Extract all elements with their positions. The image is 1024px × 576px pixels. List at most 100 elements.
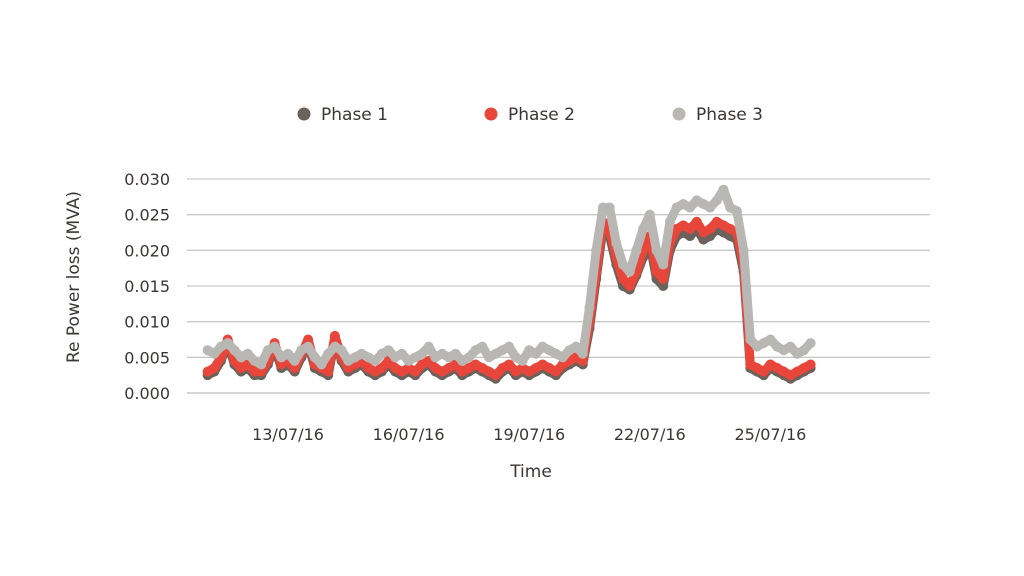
phase-3-point xyxy=(256,359,267,370)
phase-3-series xyxy=(202,184,816,370)
phase-3-point xyxy=(269,341,280,352)
phase-3-point xyxy=(604,202,615,213)
legend-label: Phase 1 xyxy=(321,105,388,125)
x-tick-label: 13/07/16 xyxy=(252,425,324,444)
phase-3-point xyxy=(745,334,756,345)
phase-1-point xyxy=(685,231,695,242)
phase-2-point xyxy=(618,273,628,284)
phase-3-point xyxy=(222,338,233,349)
phase-3-point xyxy=(517,355,528,366)
legend: Phase 1 Phase 2 Phase 3 xyxy=(297,105,763,125)
phase-3-point xyxy=(289,355,300,366)
phase-3-point xyxy=(423,341,434,352)
phase-3-point xyxy=(618,259,628,270)
phase-3-point xyxy=(477,341,488,352)
phase-3-point xyxy=(309,352,320,363)
y-tick-label: 0.015 xyxy=(124,277,170,296)
y-tick-label: 0.020 xyxy=(124,241,170,260)
phase-3-point xyxy=(658,259,669,270)
y-tick-label: 0.005 xyxy=(124,348,170,367)
phase-3-point xyxy=(591,245,602,256)
phase-3-point xyxy=(417,348,427,359)
phase-2-point xyxy=(691,216,702,227)
phase-2-point xyxy=(658,273,669,284)
phase-3-point xyxy=(530,348,541,359)
y-tick-label: 0.030 xyxy=(124,170,170,189)
phase-3-point xyxy=(718,184,729,195)
y-axis-title: Re Power loss (MVA) xyxy=(64,191,84,363)
phase-3-point xyxy=(336,345,347,356)
phase-3-point xyxy=(383,345,394,356)
phase-3-point xyxy=(209,348,220,359)
phase-2-point xyxy=(490,370,501,381)
x-tick-label: 25/07/16 xyxy=(734,425,806,444)
phase-3-point xyxy=(685,202,695,213)
phase-2-point xyxy=(209,363,220,374)
phase-3-point xyxy=(504,341,515,352)
phase-2-point xyxy=(705,223,716,234)
phase-3-point xyxy=(370,355,381,366)
phase-3-point xyxy=(631,245,642,256)
phase-3-point xyxy=(731,206,742,217)
phase-3-point xyxy=(557,352,568,363)
phase-3-point xyxy=(242,348,253,359)
phase-3-point xyxy=(644,209,655,220)
phase-2-point xyxy=(758,366,769,377)
legend-marker xyxy=(297,107,311,121)
x-axis-title: Time xyxy=(509,462,552,482)
phase-3-point xyxy=(283,348,293,359)
x-tick-label: 16/07/16 xyxy=(373,425,445,444)
phase-2-point xyxy=(504,359,515,370)
legend-item-phase-3: Phase 3 xyxy=(672,105,763,125)
phase-2-point xyxy=(329,330,340,341)
phase-3-point xyxy=(316,359,327,370)
phase-3-point xyxy=(450,348,461,359)
phase-3-point xyxy=(229,345,240,356)
phase-3-point xyxy=(323,348,334,359)
phase-3-point xyxy=(785,341,796,352)
legend-marker xyxy=(484,107,498,121)
legend-item-phase-1: Phase 1 xyxy=(297,105,388,125)
phase-3-point xyxy=(624,266,635,277)
phase-3-point xyxy=(584,302,595,313)
x-axis-ticks: 13/07/16 16/07/16 19/07/16 22/07/16 25/07/16 xyxy=(252,425,806,444)
phase-3-point xyxy=(798,345,809,356)
phase-2-point xyxy=(685,223,695,234)
phase-2-point xyxy=(577,355,588,366)
phase-2-point xyxy=(256,366,267,377)
phase-2-point xyxy=(624,281,635,291)
phase-3-point xyxy=(611,238,622,249)
legend-marker xyxy=(672,107,686,121)
phase-3-point xyxy=(738,245,749,256)
phase-3-point xyxy=(577,348,588,359)
phase-2-point xyxy=(410,366,421,377)
legend-label: Phase 2 xyxy=(508,105,575,125)
phase-3-point xyxy=(765,334,776,345)
phase-3-point xyxy=(463,352,474,363)
phase-2-point xyxy=(303,334,314,345)
y-tick-label: 0.025 xyxy=(124,206,170,225)
legend-item-phase-2: Phase 2 xyxy=(484,105,575,125)
x-tick-label: 19/07/16 xyxy=(493,425,565,444)
phase-1-point xyxy=(658,281,669,291)
phase-3-point xyxy=(805,338,816,349)
phase-2-point xyxy=(805,359,816,370)
phase-2-point xyxy=(323,366,334,377)
y-axis-ticks: 0.000 0.005 0.010 0.015 0.020 0.025 0.030 xyxy=(124,170,170,403)
phase-2-point xyxy=(651,266,662,277)
y-tick-label: 0.000 xyxy=(124,384,170,403)
x-tick-label: 22/07/16 xyxy=(614,425,686,444)
phase-2-point xyxy=(376,363,387,374)
y-tick-label: 0.010 xyxy=(124,313,170,332)
phase-2-point xyxy=(551,366,561,377)
phase-3-point xyxy=(303,341,314,352)
phase-3-point xyxy=(705,202,716,213)
plot-area xyxy=(202,184,816,384)
phase-3-point xyxy=(638,223,649,234)
phase-3-point xyxy=(711,195,722,206)
phase-3-trace xyxy=(203,185,816,369)
legend-label: Phase 3 xyxy=(696,105,763,125)
phase-3-point xyxy=(396,348,407,359)
phase-3-point xyxy=(651,245,662,256)
